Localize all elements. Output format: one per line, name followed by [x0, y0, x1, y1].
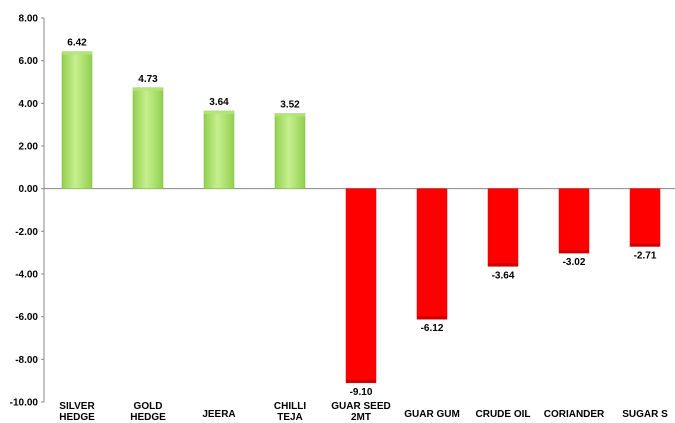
data-label: 3.64: [209, 97, 229, 108]
y-tick-label: 0.00: [19, 184, 39, 195]
bar: [416, 188, 448, 320]
x-tick-label: HEDGE: [130, 412, 166, 423]
bar-cap: [559, 250, 589, 254]
x-tick-label: GOLD: [134, 401, 163, 412]
data-label: -3.02: [563, 257, 586, 268]
data-label: -2.71: [634, 250, 657, 261]
y-tick-label: -2.00: [15, 227, 38, 238]
y-tick-label: 2.00: [19, 142, 39, 153]
x-tick-label: TEJA: [277, 412, 303, 423]
y-tick-label: -4.00: [15, 270, 38, 281]
x-tick-label: GUAR GUM: [404, 409, 460, 420]
bar: [203, 110, 235, 189]
bar: [345, 188, 377, 384]
bar: [487, 188, 519, 267]
bar-cap: [62, 51, 92, 55]
bar: [558, 188, 590, 254]
x-tick-label: HEDGE: [59, 412, 95, 423]
x-tick-label: JEERA: [202, 409, 235, 420]
data-label: -6.12: [421, 323, 444, 334]
bar-cap: [417, 316, 447, 320]
x-tick-label: SUGAR S: [622, 409, 668, 420]
x-tick-label: SILVER: [59, 401, 95, 412]
y-tick-label: -10.00: [10, 398, 39, 409]
bar: [629, 188, 661, 247]
bar-cap: [204, 111, 234, 115]
labels: 6.42SILVERHEDGE4.73GOLDHEDGE3.64JEERA3.5…: [59, 38, 668, 423]
x-tick-label: GUAR SEED: [331, 401, 390, 412]
y-tick-label: 6.00: [19, 56, 39, 67]
data-label: -9.10: [350, 387, 373, 398]
y-tick-label: 4.00: [19, 99, 39, 110]
bar-cap: [133, 87, 163, 91]
x-tick-label: 2MT: [351, 412, 371, 423]
y-tick-label: -6.00: [15, 312, 38, 323]
x-tick-label: CRUDE OIL: [476, 409, 531, 420]
x-tick-label: CHILLI: [274, 401, 306, 412]
y-tick-label: 8.00: [19, 14, 39, 25]
bar: [132, 87, 164, 189]
x-tick-label: CORIANDER: [544, 409, 605, 420]
bar-cap: [630, 243, 660, 247]
bars: [61, 51, 661, 384]
bar: [61, 51, 93, 189]
y-tick-label: -8.00: [15, 355, 38, 366]
data-label: 3.52: [280, 100, 300, 111]
bar-cap: [346, 379, 376, 383]
bar-cap: [275, 113, 305, 117]
data-label: -3.64: [492, 270, 515, 281]
bar: [274, 113, 306, 189]
bar-cap: [488, 263, 518, 267]
data-label: 4.73: [138, 74, 158, 85]
data-label: 6.42: [67, 38, 87, 49]
